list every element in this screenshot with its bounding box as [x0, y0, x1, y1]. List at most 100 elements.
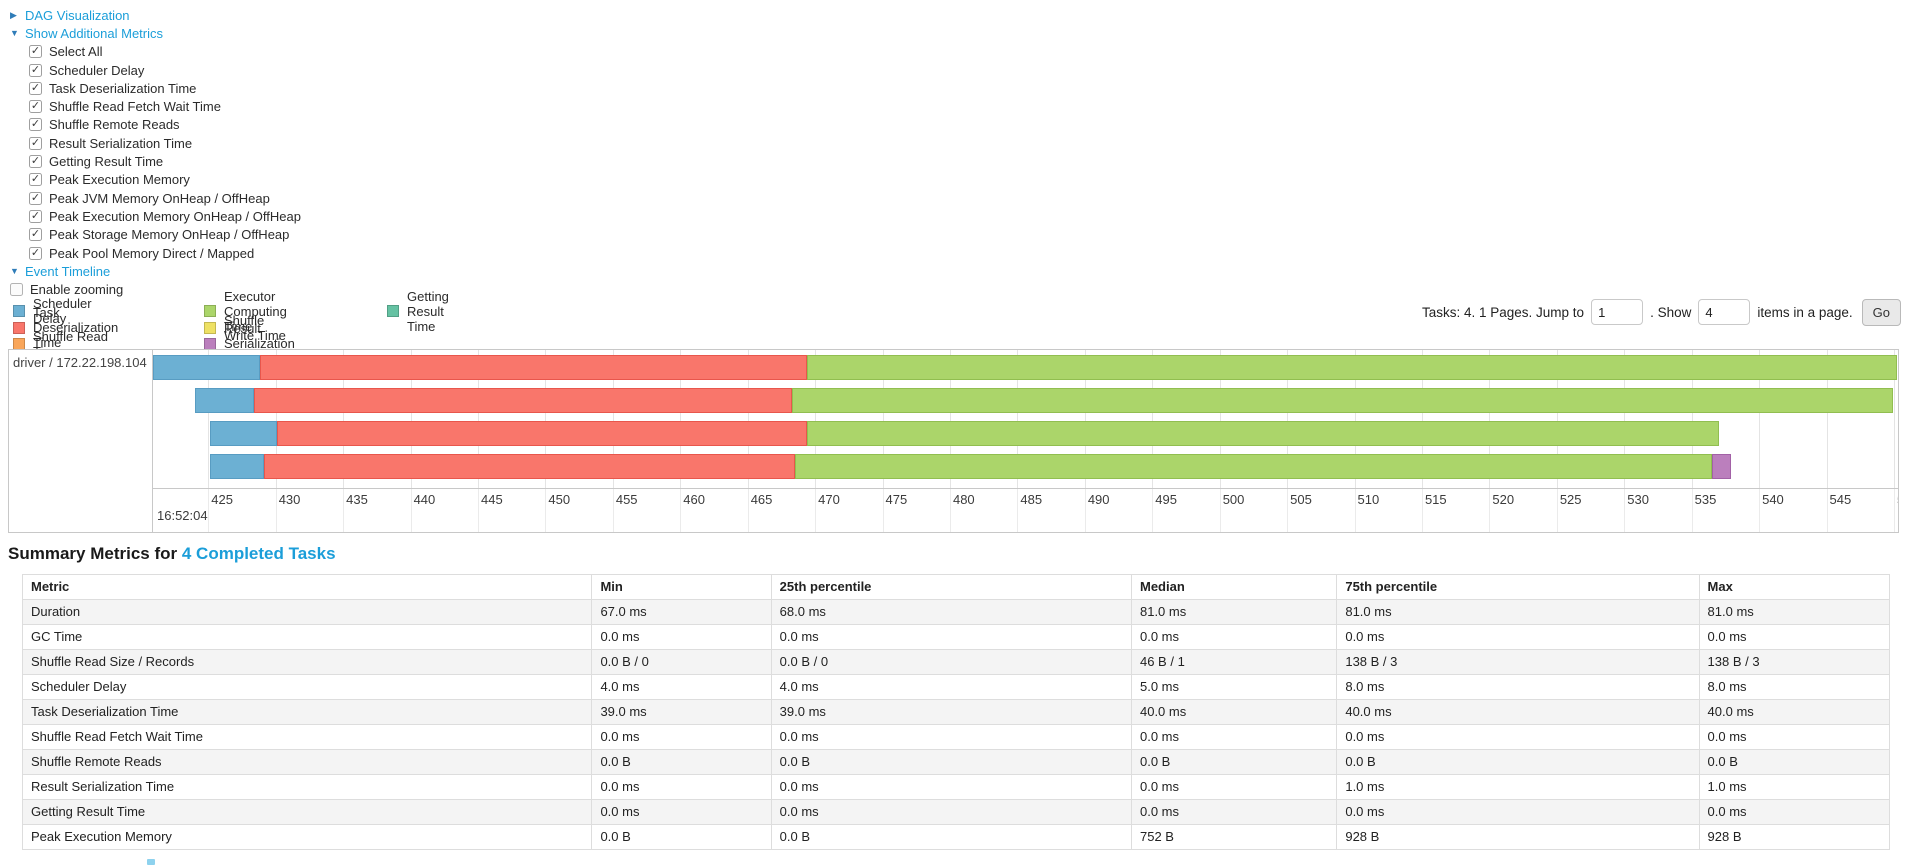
timeline-gridline [949, 350, 951, 489]
table-header-cell: Min [591, 574, 772, 600]
table-row: Getting Result Time 0.0 ms 0.0 ms 0.0 ms 0.0… [21, 799, 1891, 825]
metric-value-cell: 5.0 ms [1130, 674, 1338, 700]
metric-value-cell: 0.0 ms [770, 624, 1132, 650]
axis-tick-label: 480 [952, 492, 975, 507]
metric-value-cell: 1.0 ms [1698, 774, 1891, 800]
event-timeline-toggle[interactable]: ▼ Event Timeline [8, 262, 301, 280]
metric-checkbox[interactable]: ✓ [29, 246, 42, 260]
metric-checkbox-row: ✓ Peak JVM Memory OnHeap / OffHeap [8, 189, 301, 207]
metric-checkbox[interactable]: ✓ [29, 228, 42, 242]
executor_computing-segment[interactable] [807, 355, 1897, 380]
legend-column: Executor Computing Time Shuffle Write Tim… [204, 289, 295, 366]
executor_computing-segment[interactable] [794, 454, 1712, 479]
metric-checkbox-row: ✓ Shuffle Remote Reads [8, 116, 301, 134]
metric-value-cell: 4.0 ms [770, 674, 1132, 700]
axis-gridline [1624, 489, 1626, 532]
task_deserialization-segment[interactable] [254, 388, 793, 413]
metric-value-cell: 0.0 B [591, 749, 772, 775]
executor_computing-segment[interactable] [792, 388, 1893, 413]
metric-checkbox[interactable]: ✓ [29, 155, 42, 169]
metric-checkbox-row: ✓ Shuffle Read Fetch Wait Time [8, 97, 301, 115]
getting_result-legend-swatch [387, 305, 399, 318]
metric-value-cell: 81.0 ms [1336, 599, 1700, 625]
metric-value-cell: 0.0 ms [1698, 724, 1891, 750]
scheduler_delay-segment[interactable] [194, 388, 255, 413]
task_deserialization-segment[interactable] [277, 421, 808, 446]
tasks-count-text: Tasks: 4. 1 Pages. Jump to [1421, 304, 1585, 320]
metric-checkbox[interactable]: ✓ [29, 191, 42, 205]
metric-checkbox-label: Peak Storage Memory OnHeap / OffHeap [49, 227, 290, 243]
axis-gridline [208, 489, 210, 532]
metric-checkbox[interactable]: ✓ [29, 81, 42, 95]
axis-tick-label: 540 [1762, 492, 1784, 507]
task_deserialization-segment[interactable] [259, 355, 808, 380]
scheduler_delay-legend-swatch [13, 305, 25, 318]
scheduler_delay-segment[interactable] [209, 421, 278, 446]
legend-item-label: Shuffle Write Time [224, 312, 286, 343]
task_deserialization-legend-swatch [13, 321, 25, 334]
enable-zooming-checkbox[interactable] [10, 283, 23, 297]
axis-tick-label: 535 [1694, 492, 1717, 507]
timeline-gridline [1354, 350, 1356, 489]
jump-to-page-input[interactable] [1591, 299, 1644, 325]
event-timeline-link[interactable]: Event Timeline [25, 263, 111, 279]
go-button[interactable]: Go [1861, 298, 1901, 326]
axis-gridline [1152, 489, 1154, 532]
scheduler_delay-segment[interactable] [153, 355, 260, 380]
metric-checkbox-row: ✓ Scheduler Delay [8, 61, 301, 79]
metric-value-cell: 0.0 ms [591, 799, 772, 825]
axis-gridline [747, 489, 749, 532]
task_deserialization-segment[interactable] [263, 454, 795, 479]
metric-value-cell: 40.0 ms [1698, 699, 1891, 725]
executor-group-label: driver / 172.22.198.104 [13, 355, 147, 370]
axis-gridline [1287, 489, 1289, 532]
metric-value-cell: 928 B [1336, 824, 1700, 850]
axis-tick-label: 515 [1424, 492, 1447, 507]
metric-value-cell: 0.0 ms [591, 624, 772, 650]
metric-value-cell: 752 B [1130, 824, 1338, 850]
timeline-group-column: driver / 172.22.198.104 [9, 350, 153, 532]
metric-checkbox[interactable]: ✓ [29, 100, 42, 114]
metric-name-cell: Shuffle Remote Reads [21, 749, 593, 775]
axis-tick-label: 485 [1020, 492, 1043, 507]
metric-value-cell: 0.0 ms [1336, 724, 1700, 750]
dag-visualization-toggle[interactable]: ▶ DAG Visualization [8, 6, 301, 24]
timeline-gridline [1826, 350, 1828, 489]
timeline-plot-area [153, 350, 1898, 489]
executor_computing-legend-swatch [204, 305, 216, 318]
result_serialization-segment[interactable] [1711, 454, 1731, 479]
metric-checkbox[interactable]: ✓ [29, 63, 42, 77]
table-row: Task Deserialization Time 39.0 ms 39.0 ms 4… [21, 699, 1891, 725]
metric-checkbox[interactable]: ✓ [29, 45, 42, 59]
scheduler_delay-segment[interactable] [209, 454, 264, 479]
axis-tick-label: 455 [615, 492, 638, 507]
metric-checkbox[interactable]: ✓ [29, 118, 42, 132]
metric-value-cell: 0.0 ms [1130, 724, 1338, 750]
completed-tasks-link[interactable]: 4 Completed Tasks [181, 544, 336, 563]
metric-checkbox[interactable]: ✓ [29, 209, 42, 223]
cut-off-next-section-fragment [147, 859, 155, 865]
legend-column: Getting Result Time [387, 289, 449, 334]
axis-gridline [1893, 489, 1895, 532]
metric-value-cell: 8.0 ms [1698, 674, 1891, 700]
metric-value-cell: 0.0 ms [1698, 799, 1891, 825]
timeline-gridline [882, 350, 884, 489]
executor_computing-segment[interactable] [807, 421, 1719, 446]
metric-checkbox[interactable]: ✓ [29, 173, 42, 187]
expanded-arrow-icon: ▼ [10, 28, 19, 39]
metric-checkbox[interactable]: ✓ [29, 136, 42, 150]
axis-tick-label: 435 [346, 492, 368, 507]
axis-tick-label: 530 [1627, 492, 1649, 507]
dag-visualization-link[interactable]: DAG Visualization [25, 7, 130, 23]
axis-gridline [815, 489, 817, 532]
table-row: Duration 67.0 ms 68.0 ms 81.0 ms 81.0 ms 81.0… [21, 599, 1891, 625]
show-additional-metrics-link[interactable]: Show Additional Metrics [25, 25, 164, 41]
metric-checkbox-label: Shuffle Remote Reads [49, 117, 180, 133]
axis-gridline [545, 489, 547, 532]
timeline-gridline [612, 350, 614, 489]
legend-item-label: Scheduler Delay [33, 296, 92, 327]
timeline-gridline [477, 350, 479, 489]
items-per-page-input[interactable] [1698, 299, 1751, 325]
show-additional-metrics-toggle[interactable]: ▼ Show Additional Metrics [8, 24, 301, 42]
